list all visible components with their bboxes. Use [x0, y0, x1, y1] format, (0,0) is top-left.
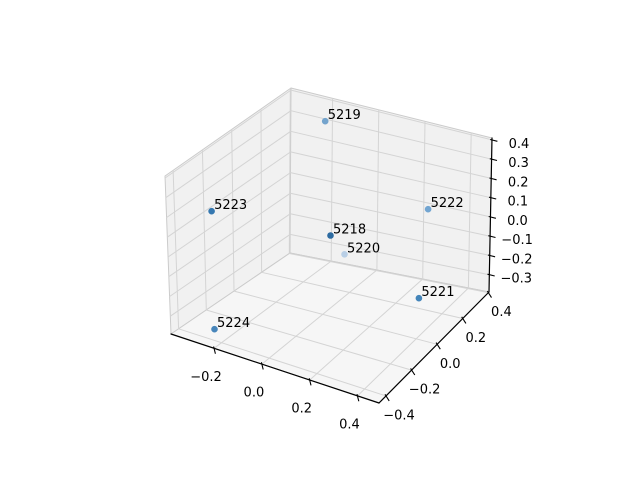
z-tick-mark: [489, 158, 498, 162]
gridline: [233, 290, 438, 345]
y-tick-label: 0.0: [440, 357, 461, 372]
z-tick-mark: [489, 177, 497, 181]
gridline: [260, 108, 263, 273]
scatter-point: [415, 294, 423, 302]
point-label: 5223: [214, 198, 247, 213]
y-tick-label: 0.2: [465, 331, 486, 346]
gridline: [288, 88, 291, 254]
z-tick-mark: [490, 138, 498, 142]
y-tick-mark: [486, 290, 492, 298]
gridline: [178, 328, 387, 397]
y-tick-mark: [435, 342, 441, 350]
y-tick-label: −0.2: [409, 383, 441, 398]
x-tick-label: 0.4: [339, 417, 360, 432]
gridline: [290, 233, 490, 276]
y-tick-mark: [384, 394, 390, 402]
gridline: [166, 130, 291, 218]
y-tick-mark: [410, 368, 416, 376]
x-tick-label: 0.2: [291, 402, 312, 417]
gridline: [170, 233, 291, 317]
gridline: [168, 192, 291, 278]
z-tick-mark: [488, 196, 497, 200]
scatter-point: [424, 205, 432, 213]
point-label: 5221: [421, 285, 454, 300]
gridline: [164, 89, 292, 179]
gridline: [231, 129, 235, 292]
gridline: [289, 253, 489, 294]
x-axis-spine: [170, 333, 380, 404]
scatter-point: [211, 325, 218, 333]
point-label: 5222: [431, 196, 464, 211]
x-tick-mark: [308, 378, 312, 386]
scatter-point: [327, 232, 334, 239]
gridline: [422, 121, 426, 280]
z-tick-mark: [488, 235, 496, 239]
y-axis-spine: [378, 291, 490, 404]
z-tick-label: −0.3: [501, 272, 533, 287]
gridline: [290, 213, 490, 256]
gridline: [290, 151, 491, 199]
gridline: [261, 271, 463, 319]
z-axis-spine: [488, 137, 493, 293]
gridline: [165, 110, 292, 199]
z-tick-label: 0.4: [509, 137, 530, 152]
point-label: 5219: [328, 108, 361, 123]
scatter-point: [321, 117, 329, 125]
scatter-point: [208, 207, 215, 215]
gridline: [167, 151, 291, 238]
z-tick-label: −0.1: [501, 233, 533, 248]
x-tick-label: 0.0: [244, 386, 265, 401]
gridline: [290, 192, 491, 237]
gridline: [309, 278, 424, 381]
gridline: [172, 170, 180, 329]
x-tick-mark: [356, 393, 360, 402]
z-tick-mark: [488, 215, 497, 219]
y-tick-mark: [461, 316, 467, 324]
gridline: [290, 130, 492, 179]
gridline: [169, 213, 291, 297]
z-tick-label: 0.2: [508, 175, 529, 190]
z-tick-label: −0.2: [501, 252, 533, 267]
point-label: 5220: [347, 241, 380, 256]
gridline: [201, 149, 207, 311]
point-label: 5224: [217, 316, 250, 331]
z-tick-mark: [487, 273, 495, 277]
z-tick-label: 0.0: [507, 214, 528, 229]
x-tick-label: −0.2: [190, 370, 222, 385]
point-label: 5218: [333, 223, 366, 238]
gridline: [376, 109, 380, 271]
gridline: [357, 287, 469, 397]
y-tick-label: 0.4: [491, 305, 512, 320]
gridline: [167, 172, 291, 258]
y-tick-label: −0.4: [383, 408, 415, 423]
z-tick-label: 0.3: [508, 156, 529, 171]
x-tick-mark: [260, 362, 264, 370]
gridline: [290, 172, 491, 218]
gridline: [206, 309, 412, 371]
gridline: [213, 260, 332, 349]
gridline: [290, 89, 493, 141]
z-tick-mark: [487, 254, 496, 258]
z-tick-label: 0.1: [507, 195, 528, 210]
scatter-point: [341, 251, 348, 258]
gridline: [261, 269, 378, 365]
x-tick-mark: [213, 346, 216, 354]
gridline: [467, 132, 472, 289]
